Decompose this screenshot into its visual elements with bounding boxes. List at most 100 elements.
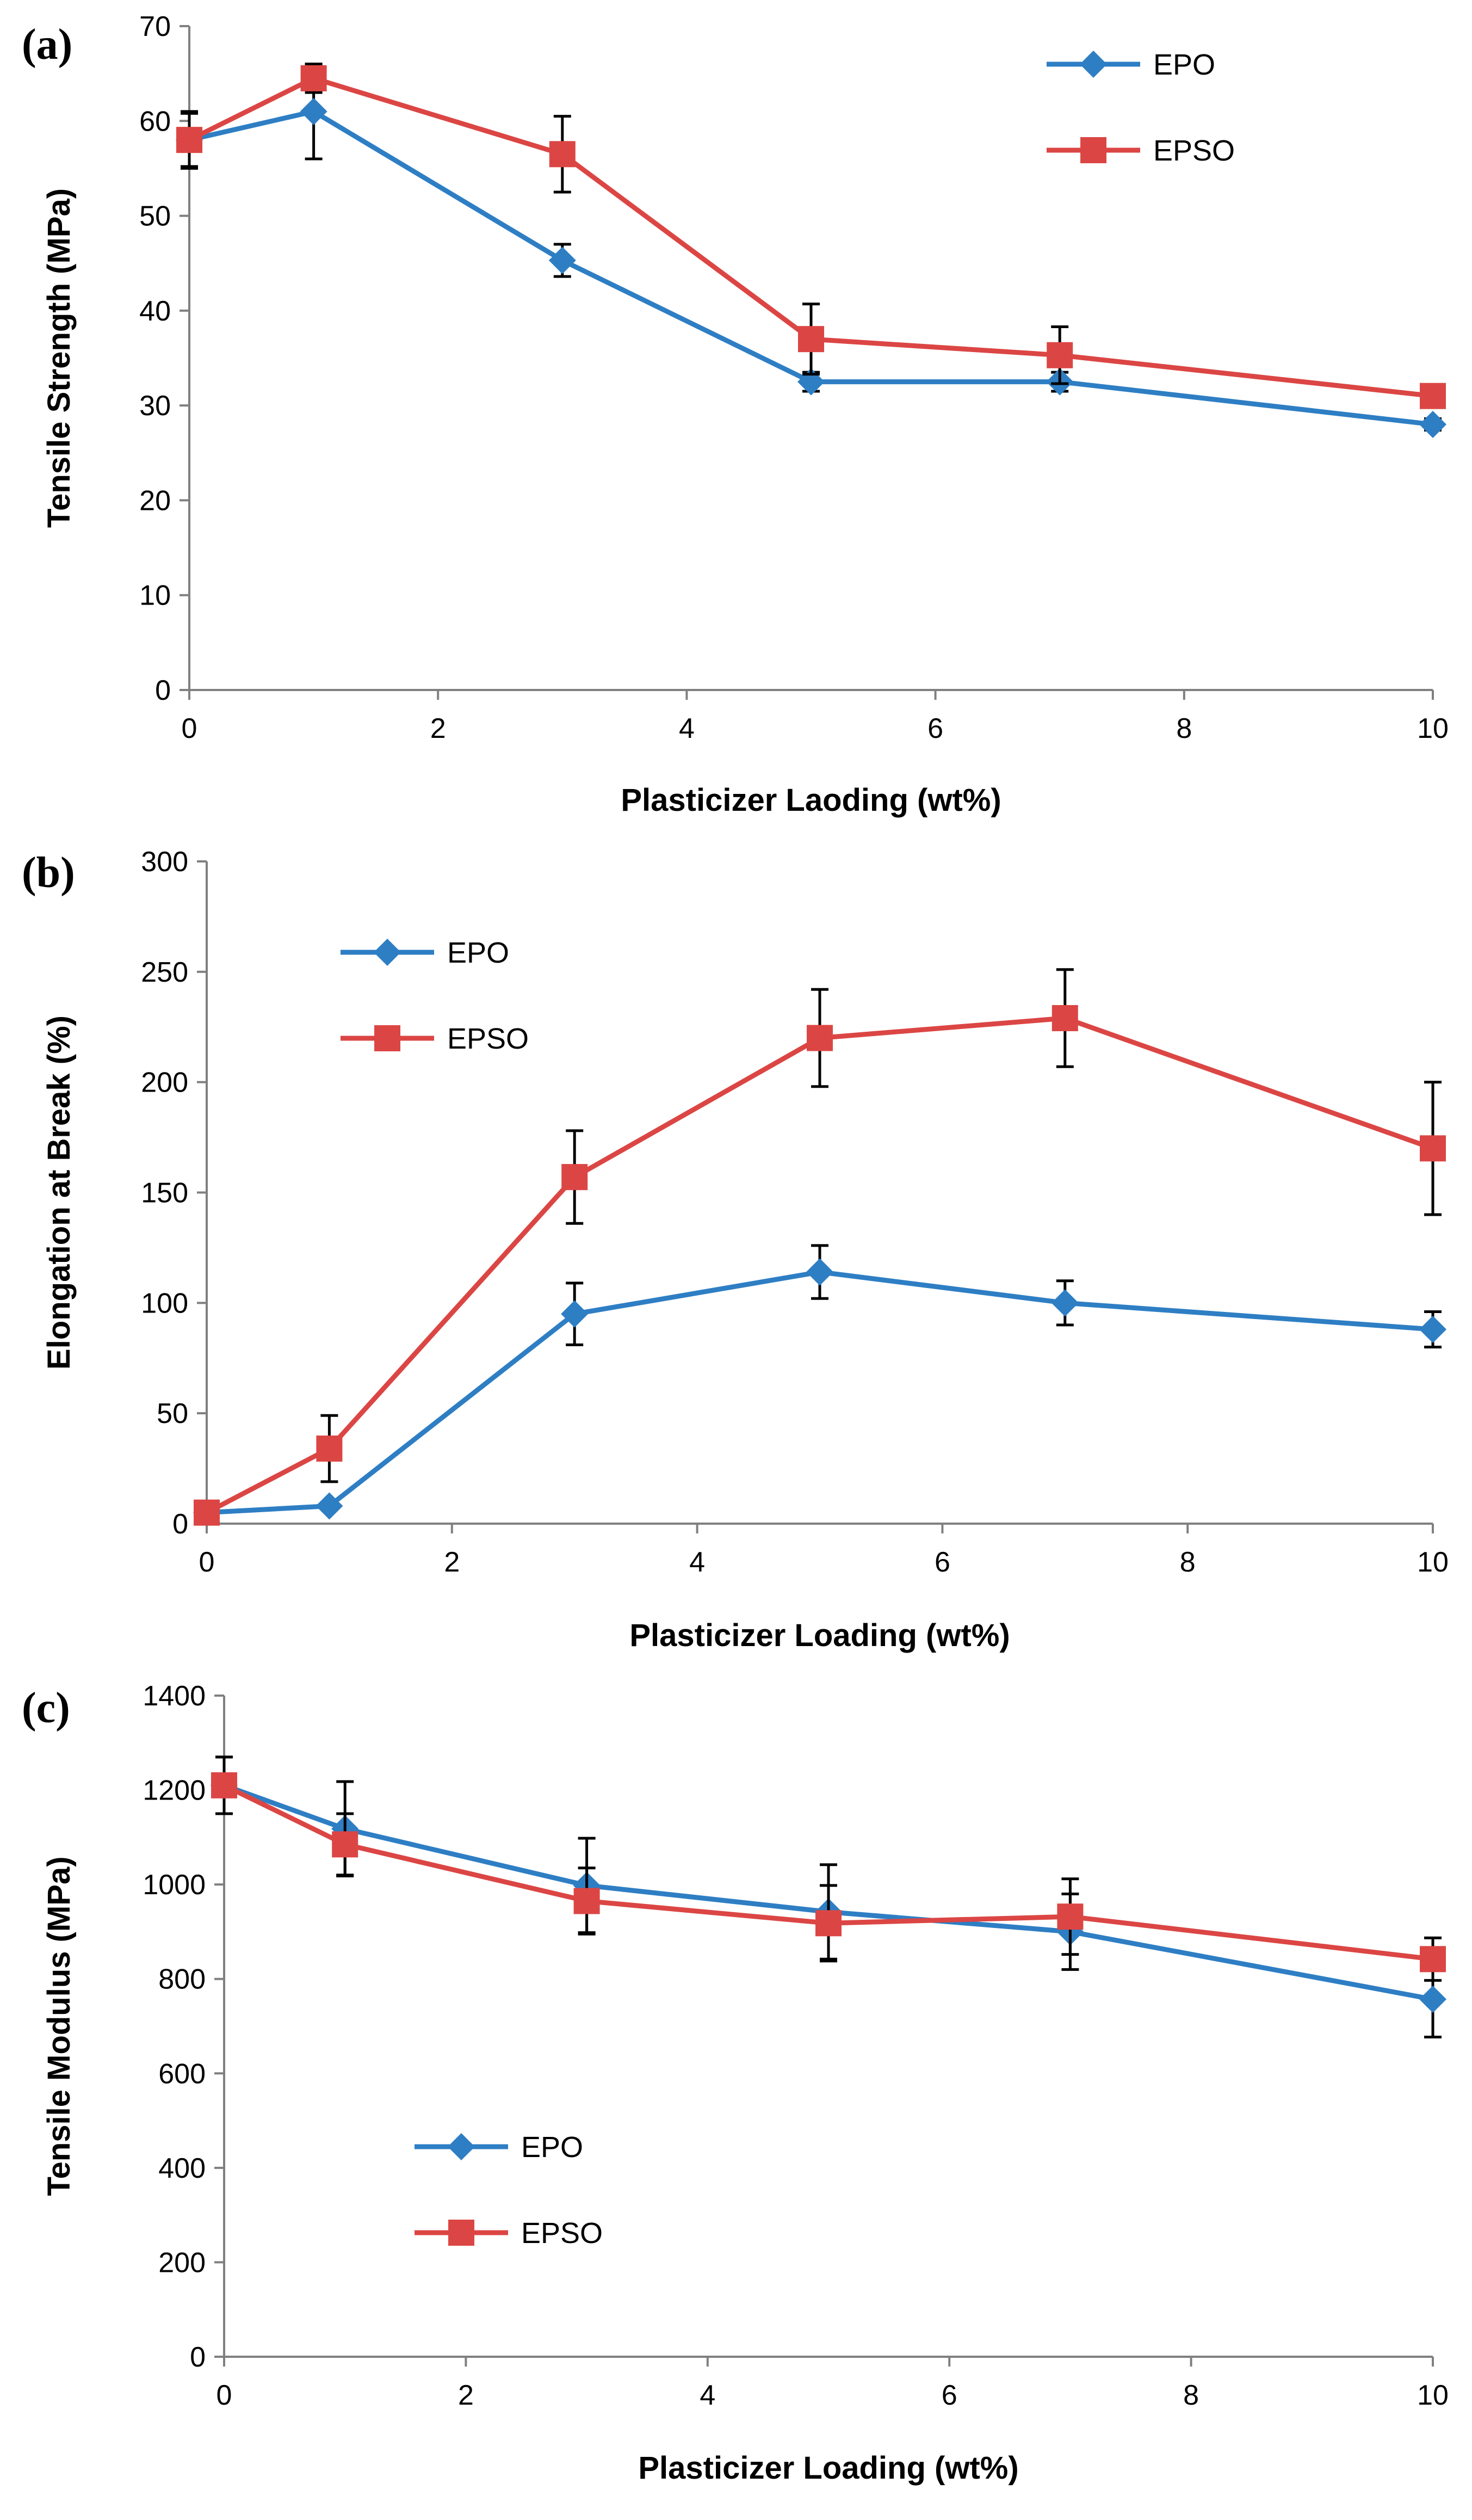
x-tick-label: 4 [679, 713, 695, 744]
x-tick-label: 10 [1417, 1546, 1449, 1578]
series-epso [176, 63, 1446, 409]
data-point-epo[interactable] [1051, 1289, 1079, 1317]
series-line-epso [223, 1783, 1433, 1962]
y-tick-label: 200 [141, 1067, 188, 1099]
legend: EPO EPSO [415, 2131, 603, 2250]
y-tick-label: 0 [172, 1508, 188, 1540]
series-line-epso [188, 76, 1433, 399]
x-axis-title: Plasticizer Loading (wt%) [638, 2450, 1018, 2486]
chart-panel-1: (a) 0 10 20 30 40 50 60 70 0 2 4 6 8 10 Plasticizer Lao… [22, 11, 1449, 818]
legend-label-epso: EPSO [1153, 134, 1235, 167]
y-tick-label: 600 [158, 2058, 206, 2090]
x-tick-label: 8 [1180, 1546, 1196, 1578]
legend-label-epo: EPO [447, 936, 509, 969]
y-tick-label: 200 [158, 2247, 206, 2278]
y-axis-title: Tensile Modulus (MPa) [41, 1856, 77, 2196]
y-tick-label: 250 [141, 957, 188, 988]
x-tick-label: 4 [700, 2380, 715, 2411]
y-tick-label: 0 [190, 2342, 206, 2373]
data-point-epso[interactable] [300, 65, 327, 91]
x-axis-title: Plasticizer Laoding (wt%) [621, 783, 1001, 818]
data-point-epso[interactable] [549, 141, 576, 168]
data-point-epso[interactable] [332, 1831, 358, 1858]
x-tick-label: 2 [430, 713, 446, 744]
data-point-epso[interactable] [798, 326, 824, 353]
y-tick-label: 300 [141, 846, 188, 878]
data-point-epso[interactable] [1057, 1903, 1084, 1930]
data-point-epso[interactable] [815, 1910, 842, 1937]
y-tick-label: 10 [139, 580, 171, 612]
y-tick-label: 150 [141, 1178, 188, 1209]
y-tick-label: 1200 [143, 1775, 206, 1807]
x-tick-label: 4 [689, 1546, 705, 1578]
x-tick-label: 6 [942, 2380, 957, 2411]
series-epso [194, 968, 1446, 1526]
panel-label: (b) [22, 849, 75, 897]
x-tick-label: 0 [182, 713, 197, 744]
data-point-epo[interactable] [548, 247, 576, 274]
data-point-epo[interactable] [300, 97, 327, 125]
data-point-epo[interactable] [561, 1300, 589, 1328]
chart-panel-3: (c) 0 200 400 600 800 1000 1200 1400 0 2 4 6 8 10 Plast… [22, 1680, 1449, 2486]
panel-label: (a) [22, 21, 72, 69]
legend: EPO EPSO [1047, 48, 1235, 167]
series-epo [193, 1244, 1446, 1526]
series-epo [176, 63, 1446, 438]
data-point-epso[interactable] [316, 1435, 343, 1462]
data-point-epso[interactable] [1420, 1135, 1446, 1162]
y-tick-label: 40 [139, 295, 171, 327]
data-point-epso[interactable] [1420, 383, 1446, 409]
data-point-epso[interactable] [194, 1499, 220, 1526]
series-line-epo [188, 109, 1433, 427]
legend: EPO EPSO [341, 936, 529, 1055]
data-point-epo[interactable] [316, 1492, 343, 1520]
series-line-epo [206, 1270, 1433, 1515]
x-tick-label: 6 [927, 713, 943, 744]
legend-label-epso: EPSO [447, 1022, 529, 1055]
x-tick-label: 0 [199, 1546, 215, 1578]
y-tick-label: 50 [139, 201, 171, 232]
x-tick-label: 8 [1176, 713, 1192, 744]
x-tick-label: 6 [935, 1546, 950, 1578]
data-point-epso[interactable] [1420, 1946, 1446, 1973]
series-line-epso [205, 1015, 1434, 1515]
series-line-epo [223, 1783, 1433, 2002]
y-tick-label: 100 [141, 1287, 188, 1319]
data-point-epso[interactable] [1047, 342, 1073, 368]
y-tick-label: 400 [158, 2153, 206, 2184]
data-point-epo[interactable] [1419, 1986, 1446, 2013]
x-tick-label: 10 [1417, 713, 1449, 744]
legend-marker-epo [1080, 51, 1107, 78]
legend-label-epso: EPSO [521, 2217, 603, 2250]
data-point-epso[interactable] [573, 1888, 600, 1914]
data-point-epo[interactable] [1419, 411, 1446, 438]
data-point-epo[interactable] [1419, 1316, 1446, 1344]
y-tick-label: 1400 [143, 1680, 206, 1712]
x-axis-title: Plasticizer Loading (wt%) [629, 1618, 1010, 1653]
data-point-epso[interactable] [176, 127, 202, 153]
chart-panel-2: (b) 0 50 100 150 200 250 300 0 2 4 6 8 10 Plasticizer … [22, 846, 1449, 1653]
data-point-epso[interactable] [561, 1164, 588, 1191]
data-point-epo[interactable] [806, 1258, 833, 1286]
x-tick-label: 10 [1417, 2380, 1449, 2411]
y-axis-title: Tensile Strength (MPa) [41, 188, 77, 528]
legend-marker-epo [448, 2133, 475, 2160]
y-tick-label: 60 [139, 106, 171, 137]
y-tick-label: 50 [157, 1398, 188, 1430]
x-tick-label: 2 [458, 2380, 474, 2411]
y-tick-label: 30 [139, 390, 171, 422]
data-point-epso[interactable] [807, 1025, 833, 1051]
y-axis-title: Elongation at Break (%) [41, 1015, 77, 1370]
legend-label-epo: EPO [1153, 48, 1215, 81]
y-tick-label: 800 [158, 1964, 206, 1995]
y-tick-label: 1000 [143, 1869, 206, 1901]
legend-marker-epso [374, 1025, 400, 1051]
x-tick-label: 8 [1183, 2380, 1199, 2411]
x-tick-label: 2 [444, 1546, 460, 1578]
legend-marker-epso [1080, 137, 1106, 163]
panel-label: (c) [22, 1684, 70, 1732]
data-point-epso[interactable] [211, 1772, 237, 1798]
legend-label-epo: EPO [521, 2131, 583, 2164]
data-point-epso[interactable] [1052, 1005, 1078, 1032]
